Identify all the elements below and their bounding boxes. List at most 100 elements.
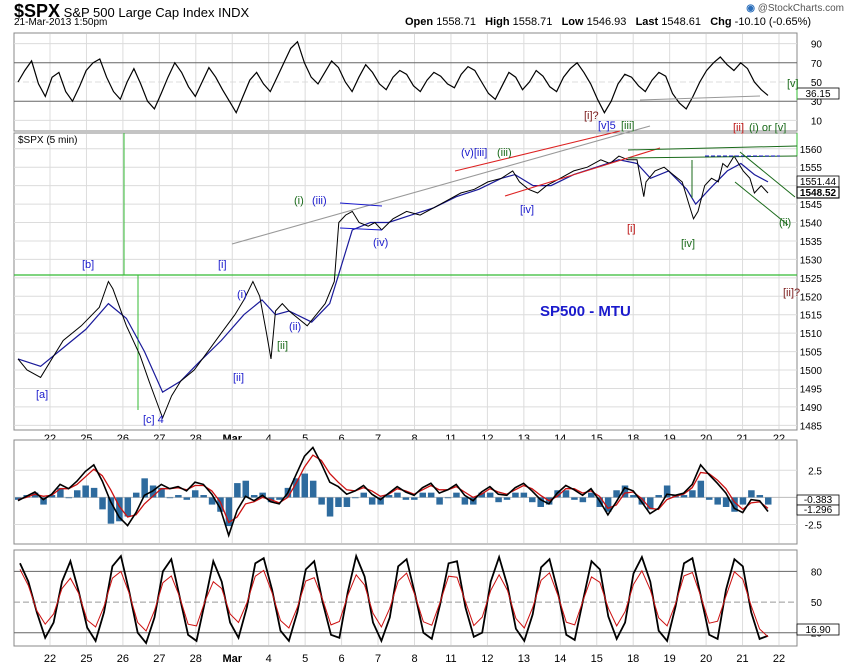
wave-label: [ii]?: [783, 287, 800, 299]
y-tick-label: 1495: [800, 384, 823, 395]
histogram-bar: [242, 480, 250, 498]
y-tick-label: 1560: [800, 145, 823, 156]
y-tick-label: 50: [811, 78, 823, 89]
x-tick-label: 19: [664, 653, 676, 665]
y-tick-label: 1490: [800, 403, 823, 414]
y-tick-label: 1540: [800, 219, 823, 230]
wave-label: [v]5: [598, 120, 616, 132]
histogram-bar: [655, 495, 662, 498]
y-tick-label: 1505: [800, 348, 823, 359]
y-tick-label: 1510: [800, 329, 823, 340]
y-tick-label: 1525: [800, 274, 823, 285]
x-tick-label: 28: [190, 653, 202, 665]
y-tick-label: 1500: [800, 366, 823, 377]
histogram-bar: [453, 492, 460, 498]
histogram-bar: [529, 497, 536, 503]
histogram-bar: [419, 492, 426, 498]
x-tick-label: 18: [627, 653, 639, 665]
wave-label: [iv]: [681, 238, 695, 250]
wave-label: [ii]: [277, 340, 288, 352]
ma-last-label: 1551.44: [800, 177, 837, 188]
histogram-bar: [48, 495, 56, 498]
x-tick-label: 5: [302, 653, 308, 665]
bottom-xaxis: 22 25 26 27 28 Mar 4 5 6 7 8 11 12 13 14 15 18 19 20 21 22: [44, 653, 785, 665]
y-tick-label: 1545: [800, 200, 823, 211]
histogram-bar: [158, 487, 165, 498]
open-label: Open: [405, 16, 434, 28]
histogram-bar: [411, 497, 418, 500]
open-value: 1558.71: [436, 16, 476, 28]
credit[interactable]: ◉ @StockCharts.com: [746, 3, 844, 14]
wave-label: [a]: [36, 389, 48, 401]
y-tick-label: -2.5: [805, 521, 823, 532]
macd-signal-last-label: -1.296: [804, 505, 833, 516]
histogram-bar: [368, 497, 376, 505]
wave-label: (iii): [312, 195, 327, 207]
histogram-bar: [512, 492, 519, 498]
histogram-bar: [436, 497, 443, 505]
histogram-bar: [208, 497, 216, 505]
low-label: Low: [561, 16, 584, 28]
x-tick-label: 22: [773, 653, 785, 665]
histogram-bar: [107, 497, 115, 524]
chart-title: SP500 - MTU: [540, 303, 631, 320]
histogram-bar: [394, 492, 401, 498]
stochastic-line: [19, 553, 769, 645]
histogram-bar: [276, 497, 283, 500]
histogram-bar: [293, 478, 300, 498]
histogram-bar: [689, 490, 696, 498]
stockcharts-logo-icon: ◉: [746, 3, 755, 14]
histogram-bar: [200, 495, 207, 498]
stochastic-last-label: 16.90: [805, 625, 830, 636]
histogram-bar: [402, 497, 410, 500]
histogram-bar: [183, 497, 191, 500]
wave-label: (i): [294, 195, 304, 207]
histogram-bar: [99, 497, 106, 510]
macd-panel: 2.5 -2.5 -0.383 -1.296: [13, 439, 840, 545]
histogram-bar: [40, 497, 47, 505]
histogram-bar: [427, 492, 435, 498]
histogram-bar: [444, 497, 452, 499]
histogram-bar: [756, 495, 764, 498]
price-panel: 1485 1490 1495 1500 1505 1510 1515 1520 1525 1530…: [13, 78, 840, 432]
histogram-bar: [486, 492, 494, 498]
histogram-bar: [360, 492, 368, 498]
x-tick-label: 12: [481, 653, 493, 665]
histogram-bar: [739, 497, 747, 505]
wave-label: [i]?: [584, 110, 599, 122]
wave-label: (iv): [373, 237, 388, 249]
histogram-bar: [630, 495, 637, 498]
x-tick-label: 11: [445, 433, 456, 445]
histogram-bar: [124, 497, 132, 517]
wave-label: [iii]: [621, 120, 634, 132]
histogram-bar: [697, 480, 705, 498]
wave-label: (v)[iii]: [461, 147, 487, 159]
histogram-bar: [621, 485, 629, 498]
x-tick-label: 8: [411, 433, 417, 445]
histogram-bar: [250, 495, 258, 498]
histogram-bar: [604, 497, 612, 512]
histogram-bar: [225, 497, 233, 527]
y-tick-label: 30: [811, 97, 823, 108]
histogram-bar: [326, 497, 334, 517]
histogram-bar: [318, 497, 325, 505]
exchange: INDX: [218, 5, 250, 20]
x-tick-label: 22: [44, 653, 56, 665]
wave-label: [ii]: [233, 372, 244, 384]
histogram-bar: [706, 497, 713, 500]
y-tick-label: 1535: [800, 237, 823, 248]
x-tick-label: 7: [375, 653, 381, 665]
price-panel-label: $SPX (5 min): [18, 135, 77, 146]
rsi-last-label: 36.15: [805, 89, 830, 100]
x-tick-label: 11: [445, 653, 456, 665]
wave-label: (i): [237, 289, 247, 301]
histogram-bar: [385, 495, 393, 498]
histogram-bar: [116, 497, 123, 522]
credit-text: @StockCharts.com: [757, 3, 844, 14]
rsi-panel: 10 30 50 70 90 36.15: [13, 32, 840, 132]
rsi-line: [17, 40, 769, 115]
histogram-bar: [503, 497, 511, 500]
histogram-bar: [73, 490, 81, 498]
high-label: High: [485, 16, 510, 28]
